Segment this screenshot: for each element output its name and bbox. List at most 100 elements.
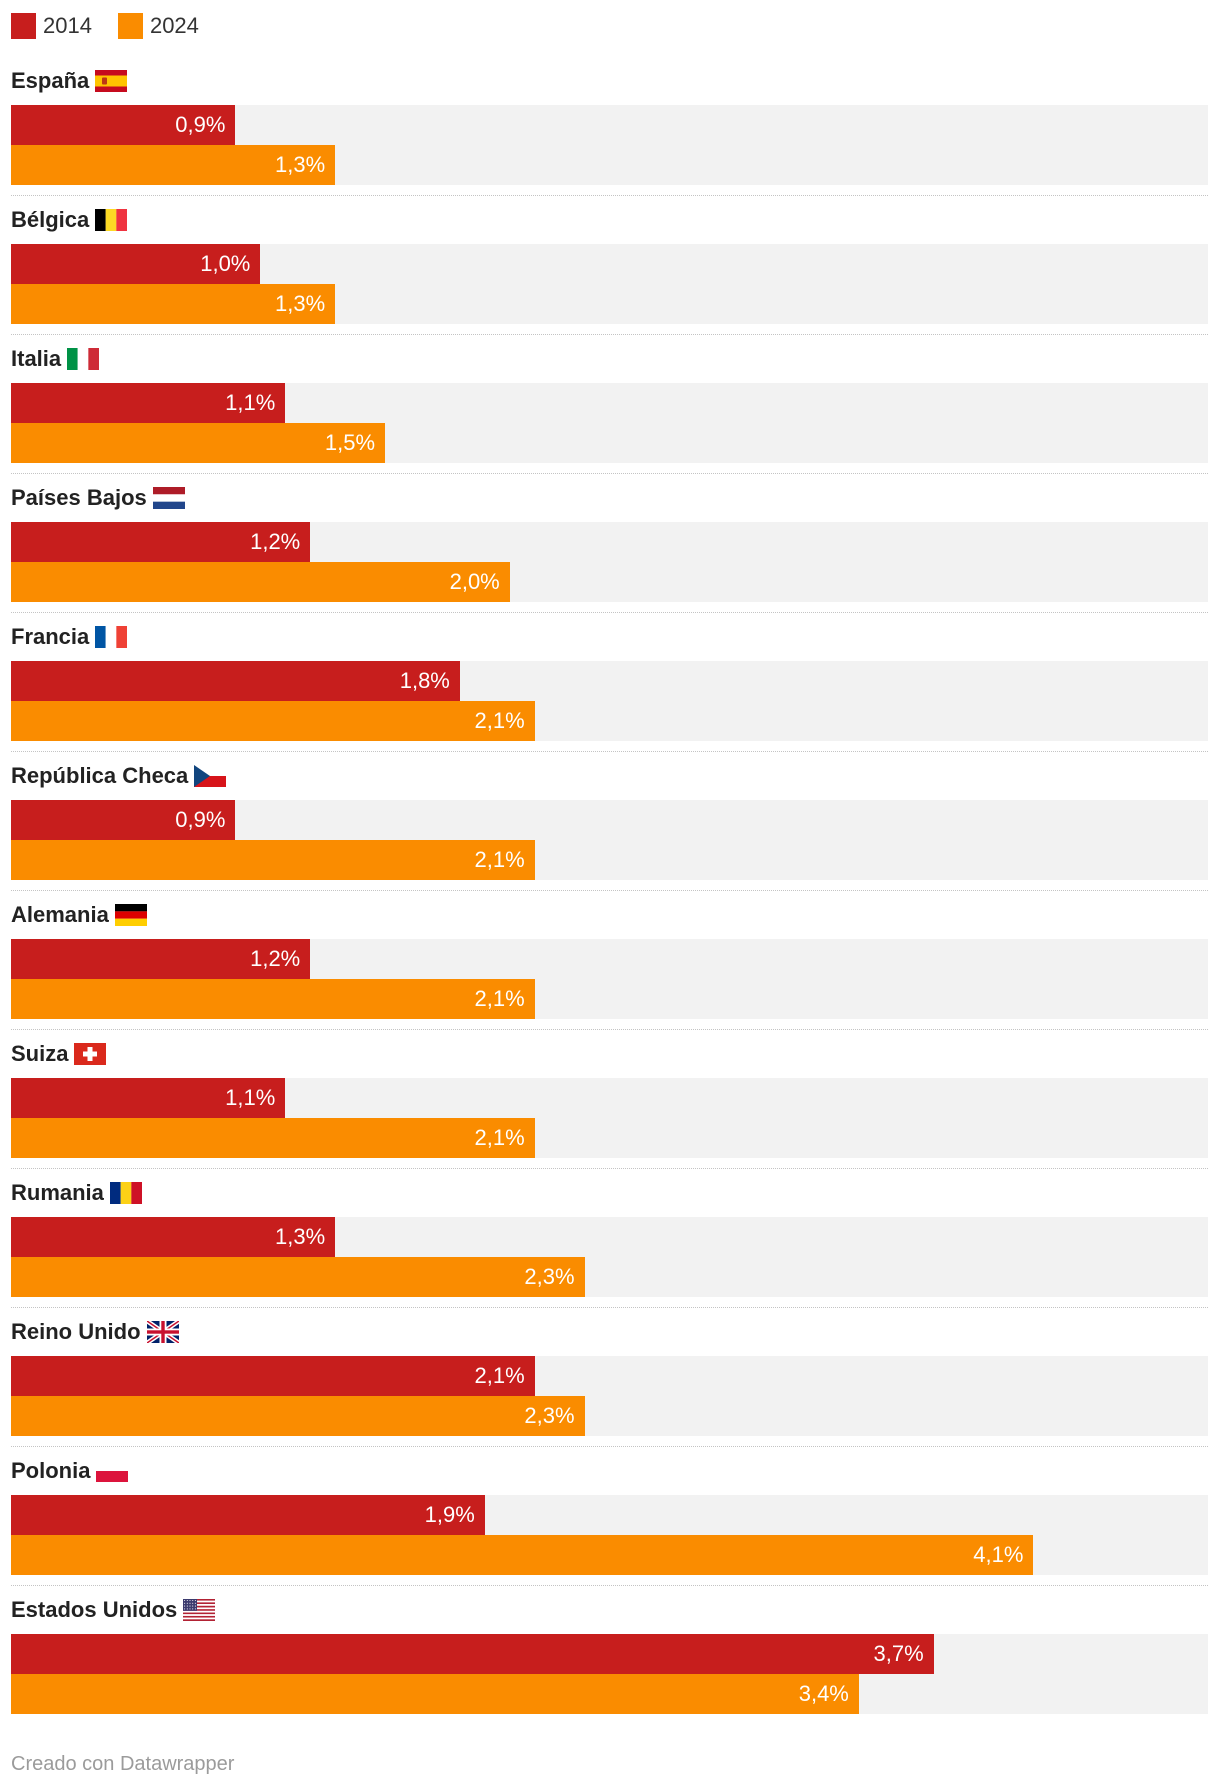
united-states-flag-icon <box>183 1599 216 1621</box>
bar-value-label: 1,3% <box>275 291 326 316</box>
country-label-row: Polonia <box>11 1447 1208 1495</box>
legend-label: 2024 <box>149 13 199 38</box>
bar-2014: 0,9% <box>11 105 236 145</box>
bar-2024: 2,3% <box>11 1396 585 1436</box>
bar-2024: 4,1% <box>11 1535 1034 1575</box>
country-label: República Checa <box>11 763 189 788</box>
bar-value-label: 2,1% <box>474 986 525 1011</box>
bar-value-label: 4,1% <box>973 1542 1024 1567</box>
country-label-row: Reino Unido <box>11 1308 1208 1356</box>
bar-track: 1,0% 1,3% <box>11 244 1208 324</box>
country-group: España 0,9% 1,3% <box>11 57 1208 196</box>
bar-value-label: 2,1% <box>474 708 525 733</box>
bar-2024: 1,3% <box>11 284 336 324</box>
country-group: Bélgica 1,0% 1,3% <box>11 196 1208 335</box>
belgium-flag-icon <box>95 209 128 231</box>
country-group: Francia 1,8% 2,1% <box>11 613 1208 752</box>
bar-2014: 1,2% <box>11 939 311 979</box>
bar-track: 0,9% 1,3% <box>11 105 1208 185</box>
credit-link[interactable]: Creado con Datawrapper <box>11 1753 235 1775</box>
france-flag-icon <box>95 626 128 648</box>
country-label: Bélgica <box>11 207 90 232</box>
country-label: Francia <box>11 624 90 649</box>
country-label-row: Suiza <box>11 1030 1208 1078</box>
bar-track: 1,3% 2,3% <box>11 1217 1208 1297</box>
bar-2014: 2,1% <box>11 1356 535 1396</box>
bar-value-label: 2,1% <box>474 1125 525 1150</box>
bar-2024: 2,1% <box>11 1118 535 1158</box>
legend: 2014 2024 <box>11 13 225 39</box>
country-label-row: Francia <box>11 613 1208 661</box>
bar-2014: 3,7% <box>11 1634 934 1674</box>
bar-2014: 1,9% <box>11 1495 485 1535</box>
country-label: Rumania <box>11 1180 104 1205</box>
bar-2024: 2,1% <box>11 979 535 1019</box>
romania-flag-icon <box>109 1182 142 1204</box>
netherlands-flag-icon <box>152 487 185 509</box>
bar-track: 1,1% 2,1% <box>11 1078 1208 1158</box>
legend-item-2024: 2024 <box>117 13 199 39</box>
poland-flag-icon <box>96 1460 129 1482</box>
bar-track: 1,2% 2,1% <box>11 939 1208 1019</box>
bar-track: 1,9% 4,1% <box>11 1495 1208 1575</box>
country-label: Italia <box>11 346 62 371</box>
bar-chart: España 0,9% 1,3% Bélgica 1,0% 1,3% Italia 1,1% 1… <box>11 57 1208 1714</box>
country-label: Reino Unido <box>11 1319 141 1344</box>
bar-value-label: 2,1% <box>474 847 525 872</box>
bar-2024: 3,4% <box>11 1674 859 1714</box>
bar-2024: 1,3% <box>11 145 336 185</box>
bar-value-label: 1,3% <box>275 152 326 177</box>
bar-value-label: 0,9% <box>175 112 226 137</box>
country-group: Polonia 1,9% 4,1% <box>11 1447 1208 1586</box>
country-label-row: Rumania <box>11 1169 1208 1217</box>
country-group: Estados Unidos 3,7% 3,4% <box>11 1586 1208 1714</box>
bar-value-label: 3,4% <box>798 1681 849 1706</box>
legend-swatch <box>11 13 36 39</box>
country-label-row: Italia <box>11 335 1208 383</box>
legend-swatch <box>117 13 143 39</box>
bar-track: 2,1% 2,3% <box>11 1356 1208 1436</box>
bar-track: 3,7% 3,4% <box>11 1634 1208 1714</box>
bar-track: 0,9% 2,1% <box>11 800 1208 880</box>
country-label: Alemania <box>11 902 109 927</box>
bar-value-label: 2,3% <box>524 1403 575 1428</box>
bar-2014: 1,2% <box>11 522 311 562</box>
legend-label: 2014 <box>43 13 92 38</box>
country-group: Rumania 1,3% 2,3% <box>11 1169 1208 1308</box>
bar-2014: 0,9% <box>11 800 236 840</box>
country-group: Suiza 1,1% 2,1% <box>11 1030 1208 1169</box>
country-group: Italia 1,1% 1,5% <box>11 335 1208 474</box>
bar-2024: 2,3% <box>11 1257 585 1297</box>
country-label: Estados Unidos <box>11 1597 178 1622</box>
bar-value-label: 1,2% <box>250 946 301 971</box>
bar-2014: 1,8% <box>11 661 460 701</box>
country-group: Alemania 1,2% 2,1% <box>11 891 1208 1030</box>
spain-flag-icon <box>95 70 128 92</box>
country-label-row: España <box>11 57 1208 105</box>
bar-2024: 2,1% <box>11 701 535 741</box>
bar-value-label: 2,1% <box>474 1363 525 1388</box>
italy-flag-icon <box>67 348 100 370</box>
country-label-row: Países Bajos <box>11 474 1208 522</box>
country-label-row: República Checa <box>11 752 1208 800</box>
bar-2024: 2,0% <box>11 562 510 602</box>
bar-2024: 2,1% <box>11 840 535 880</box>
bar-value-label: 3,7% <box>873 1641 924 1666</box>
country-label: Polonia <box>11 1458 91 1483</box>
country-label: Países Bajos <box>11 485 147 510</box>
bar-track: 1,1% 1,5% <box>11 383 1208 463</box>
united-kingdom-flag-icon <box>146 1321 179 1343</box>
bar-value-label: 1,1% <box>225 390 276 415</box>
bar-track: 1,2% 2,0% <box>11 522 1208 602</box>
bar-value-label: 1,9% <box>424 1502 475 1527</box>
country-label-row: Alemania <box>11 891 1208 939</box>
switzerland-flag-icon <box>74 1043 107 1065</box>
bar-2014: 1,1% <box>11 383 286 423</box>
country-label: España <box>11 68 90 93</box>
bar-value-label: 1,2% <box>250 529 301 554</box>
bar-value-label: 1,3% <box>275 1224 326 1249</box>
bar-2014: 1,3% <box>11 1217 336 1257</box>
bar-value-label: 0,9% <box>175 807 226 832</box>
country-label-row: Estados Unidos <box>11 1586 1208 1634</box>
country-label: Suiza <box>11 1041 69 1066</box>
